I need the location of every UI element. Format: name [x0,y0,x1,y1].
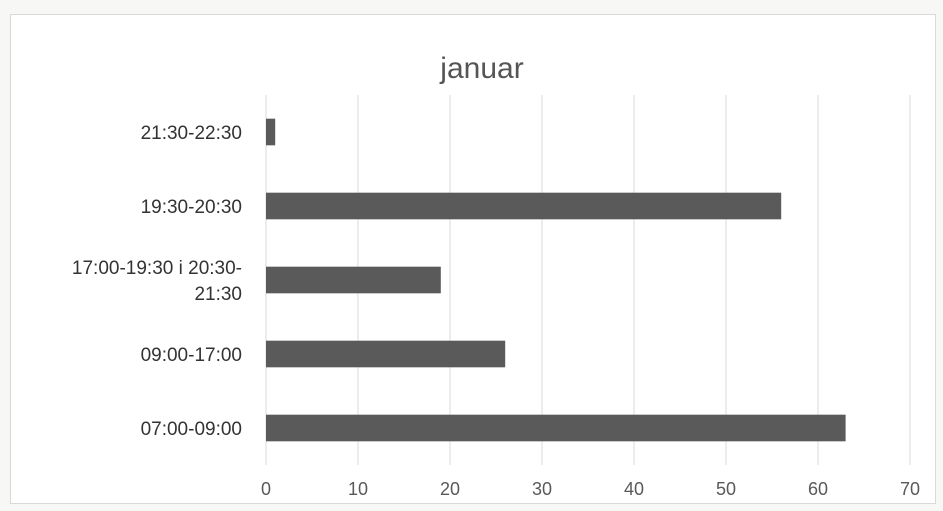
category-label: 09:00-17:00 [141,345,242,366]
bar-19:30-20:30 [266,192,782,220]
bar-21:30-22:30 [266,118,276,146]
category-label: 07:00-09:00 [141,419,242,440]
bar-09:00-17:00 [266,340,506,368]
x-tick-label: 40 [624,479,644,499]
category-label: 21:30-22:30 [141,123,242,144]
x-tick-label: 30 [532,479,552,499]
x-tick-label: 20 [440,479,460,499]
chart-title: januar [439,52,523,85]
category-labels: 07:00-09:00 09:00-17:00 17:00-19:30 i 20:3… [72,123,242,440]
x-tick-label: 70 [900,479,920,499]
x-tick-label: 60 [808,479,828,499]
x-tick-label: 10 [348,479,368,499]
bars [266,118,846,442]
bar-17:00-19:30 i 20:30-21:30 [266,266,441,294]
gridlines [265,95,911,465]
category-label: 21:30 [194,284,242,305]
bar-07:00-09:00 [266,414,846,442]
x-tick-label: 50 [716,479,736,499]
x-tick-label: 0 [261,479,271,499]
category-label: 17:00-19:30 i 20:30- [72,258,242,279]
category-label: 19:30-20:30 [141,197,242,218]
x-tick-labels: 0 10 20 30 40 50 60 70 [261,479,920,499]
